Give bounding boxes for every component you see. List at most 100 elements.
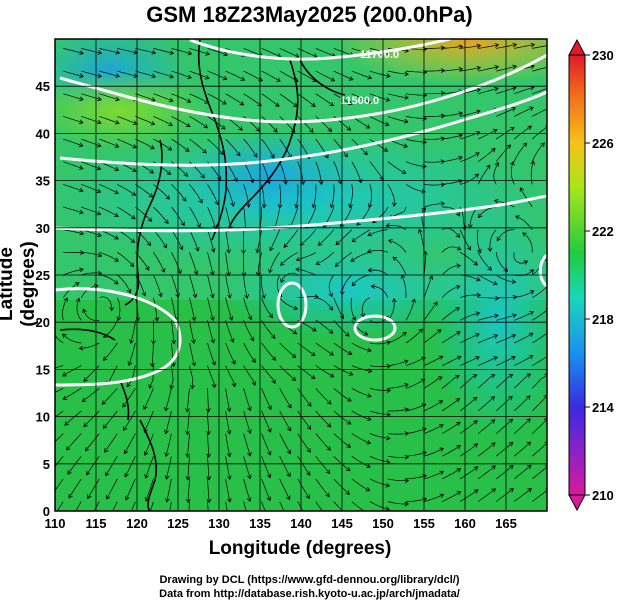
streamline bbox=[99, 206, 119, 217]
streamline-arrowhead bbox=[456, 445, 461, 450]
streamline-arrowhead bbox=[127, 361, 133, 367]
streamline bbox=[144, 433, 154, 456]
streamline-arrowhead bbox=[158, 292, 163, 298]
streamline bbox=[441, 68, 463, 72]
streamline-arrowhead bbox=[530, 160, 535, 166]
streamline bbox=[186, 388, 190, 412]
streamline bbox=[57, 501, 64, 511]
streamline-arrowhead bbox=[241, 272, 247, 277]
streamline bbox=[387, 432, 409, 435]
streamline bbox=[369, 70, 390, 77]
streamline-arrowhead bbox=[522, 232, 527, 237]
streamline bbox=[165, 433, 172, 457]
streamline-arrowhead bbox=[494, 43, 500, 48]
streamline bbox=[351, 274, 370, 287]
streamline-arrowhead bbox=[346, 397, 352, 402]
streamline-arrowhead bbox=[472, 374, 478, 379]
streamline-arrowhead bbox=[512, 313, 517, 318]
streamline bbox=[207, 478, 210, 503]
streamline-arrowhead bbox=[126, 382, 131, 388]
streamline-arrowhead bbox=[455, 285, 461, 290]
streamline-arrowhead bbox=[440, 45, 446, 51]
streamline-arrowhead bbox=[191, 316, 197, 322]
streamline-arrowhead bbox=[294, 53, 300, 58]
streamline bbox=[279, 410, 292, 431]
streamline-arrowhead bbox=[286, 495, 291, 501]
streamline-arrowhead bbox=[428, 275, 434, 280]
streamline-arrowhead bbox=[438, 355, 444, 360]
streamline bbox=[514, 332, 534, 344]
streamline bbox=[387, 161, 406, 174]
streamline bbox=[279, 93, 298, 107]
streamline-arrowhead bbox=[455, 398, 461, 403]
streamline bbox=[423, 115, 445, 117]
streamline-arrowhead bbox=[515, 215, 520, 220]
streamline-arrowhead bbox=[63, 297, 68, 303]
streamline bbox=[478, 206, 497, 218]
streamline-arrowhead bbox=[194, 247, 200, 252]
streamline bbox=[315, 410, 331, 428]
streamline bbox=[243, 297, 252, 320]
streamline bbox=[55, 365, 64, 369]
streamline bbox=[369, 365, 391, 367]
streamline bbox=[441, 246, 461, 253]
streamline-arrowhead bbox=[150, 121, 156, 126]
streamline bbox=[387, 184, 395, 207]
streamline bbox=[171, 93, 191, 103]
streamline-arrowhead bbox=[508, 373, 514, 379]
streamline bbox=[423, 275, 433, 298]
streamline-arrowhead bbox=[211, 361, 216, 366]
streamline bbox=[441, 285, 460, 298]
streamline-arrowhead bbox=[391, 202, 397, 207]
streamline bbox=[189, 252, 198, 275]
streamline-arrowhead bbox=[440, 201, 445, 207]
streamline bbox=[171, 138, 190, 152]
streamline bbox=[261, 365, 276, 384]
streamline bbox=[207, 501, 209, 511]
streamline-arrowhead bbox=[368, 203, 373, 209]
streamline bbox=[459, 333, 480, 344]
streamline-arrowhead bbox=[182, 196, 187, 202]
streamline bbox=[99, 274, 119, 285]
streamline bbox=[351, 161, 362, 183]
streamline bbox=[387, 455, 409, 458]
streamline-arrowhead bbox=[97, 252, 103, 258]
streamline bbox=[532, 88, 547, 95]
streamline-arrowhead bbox=[191, 339, 196, 345]
streamline-arrowhead bbox=[198, 198, 203, 204]
streamline bbox=[55, 455, 64, 467]
streamline bbox=[86, 455, 100, 475]
streamline bbox=[99, 251, 119, 262]
streamline-arrowhead bbox=[508, 395, 513, 401]
streamline bbox=[261, 184, 265, 208]
streamline-arrowhead bbox=[124, 472, 129, 478]
streamline-arrowhead bbox=[287, 426, 292, 432]
streamline-arrowhead bbox=[114, 235, 119, 240]
streamline-arrowhead bbox=[475, 356, 480, 361]
streamline-arrowhead bbox=[295, 256, 301, 262]
streamline bbox=[424, 92, 445, 95]
streamline-arrowhead bbox=[250, 336, 255, 342]
streamline-arrowhead bbox=[365, 463, 371, 468]
streamline-arrowhead bbox=[386, 435, 391, 441]
streamline bbox=[151, 342, 154, 367]
streamline-arrowhead bbox=[266, 450, 272, 456]
streamline-arrowhead bbox=[543, 418, 547, 423]
streamline bbox=[513, 395, 531, 412]
streamline bbox=[207, 274, 214, 298]
plot-frame bbox=[54, 38, 548, 512]
streamline bbox=[135, 206, 152, 222]
streamline bbox=[68, 478, 82, 499]
streamline bbox=[477, 396, 495, 412]
streamline-arrowhead bbox=[311, 327, 317, 332]
streamline bbox=[243, 274, 248, 299]
streamline bbox=[495, 144, 511, 162]
streamline bbox=[225, 93, 244, 106]
streamline-arrowhead bbox=[104, 448, 109, 453]
streamline bbox=[423, 301, 438, 321]
streamline bbox=[405, 403, 426, 412]
streamline bbox=[296, 251, 316, 261]
streamline bbox=[63, 48, 84, 54]
streamline bbox=[441, 398, 460, 412]
streamline bbox=[243, 320, 255, 341]
